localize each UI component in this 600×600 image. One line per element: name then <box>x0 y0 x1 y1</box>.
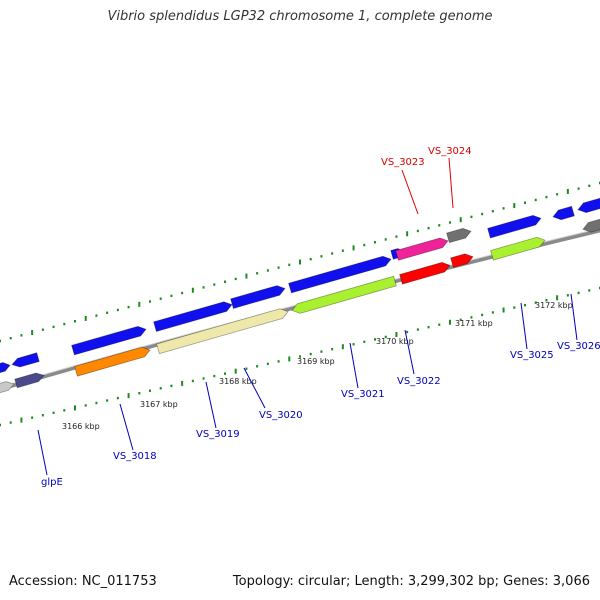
gene-arrow-2 <box>11 352 40 368</box>
gene-arrow-18-shape <box>490 236 546 261</box>
gene-arrow-5-shape <box>71 325 147 356</box>
leader-line-vs_3020 <box>243 367 266 409</box>
gene-arrow-7-shape <box>153 301 233 332</box>
gene-arrow-13 <box>395 237 449 261</box>
tick-label-5: 3171 kbp <box>455 319 493 328</box>
gene-arrow-9 <box>230 285 286 309</box>
gene-arrow-15 <box>399 261 451 285</box>
tick-label-6: 3172 kbp <box>535 301 573 310</box>
gene-arrow-1-shape <box>0 362 11 375</box>
tick-label-1: 3167 kbp <box>140 400 178 409</box>
gene-arrow-14 <box>446 227 472 244</box>
gene-arrow-21 <box>582 217 600 233</box>
gene-arrow-6 <box>74 346 151 377</box>
gene-arrow-17-shape <box>487 214 542 239</box>
gene-arrow-12 <box>291 275 397 314</box>
gene-arrow-14-shape <box>446 227 472 244</box>
tick-label-3: 3169 kbp <box>297 357 335 366</box>
gene-arrow-4-shape <box>14 372 45 389</box>
gene-arrow-8-shape <box>156 308 289 355</box>
gene-arrow-13-shape <box>395 237 449 261</box>
leader-line-vs_3022 <box>404 329 415 375</box>
tick-label-0: 3166 kbp <box>62 422 100 431</box>
gene-label-glpe: glpE <box>41 477 63 488</box>
genome-summary: Topology: circular; Length: 3,299,302 bp… <box>232 574 590 589</box>
leader-line-vs_3023 <box>401 169 419 215</box>
gene-arrow-17 <box>487 214 542 239</box>
gene-arrow-18 <box>490 236 546 261</box>
gene-label-vs_3025: VS_3025 <box>510 350 554 361</box>
gene-arrow-16 <box>450 253 474 269</box>
map-title: Vibrio splendidus LGP32 chromosome 1, co… <box>107 9 493 24</box>
gene-arrow-8 <box>156 308 289 355</box>
gene-arrow-3-shape <box>0 381 15 395</box>
gene-label-vs_3023: VS_3023 <box>381 157 425 168</box>
gene-arrow-20 <box>577 196 600 213</box>
gene-arrow-10 <box>288 255 392 294</box>
leader-line-vs_3026 <box>570 293 578 341</box>
tick-label-4: 3170 kbp <box>376 337 414 346</box>
gene-arrow-19 <box>552 205 575 221</box>
gene-label-vs_3021: VS_3021 <box>341 389 385 400</box>
gene-arrow-7 <box>153 301 233 332</box>
leader-line-vs_3025 <box>520 302 528 350</box>
gene-label-vs_3024: VS_3024 <box>428 146 472 157</box>
gene-arrow-12-shape <box>291 275 397 314</box>
gene-arrow-19-shape <box>552 205 575 221</box>
gene-arrow-3 <box>0 381 15 395</box>
gene-arrow-21-shape <box>582 217 600 233</box>
gene-arrow-2-shape <box>11 352 40 368</box>
gene-label-vs_3020: VS_3020 <box>259 410 303 421</box>
leader-line-glpe <box>37 429 48 476</box>
gene-label-vs_3026: VS_3026 <box>557 341 600 352</box>
gene-label-vs_3022: VS_3022 <box>397 376 441 387</box>
gene-label-vs_3018: VS_3018 <box>113 451 157 462</box>
leader-line-vs_3018 <box>119 403 134 451</box>
leader-line-vs_3021 <box>349 342 359 389</box>
gene-arrow-4 <box>14 372 45 389</box>
leader-line-vs_3024 <box>448 157 454 209</box>
tick-label-2: 3168 kbp <box>219 377 257 386</box>
gene-arrow-10-shape <box>288 255 392 294</box>
gene-arrow-20-shape <box>577 196 600 213</box>
gene-arrow-1 <box>0 362 11 375</box>
leader-line-vs_3019 <box>205 381 217 429</box>
gene-arrow-16-shape <box>450 253 474 269</box>
gene-arrow-5 <box>71 325 147 356</box>
gene-arrow-6-shape <box>74 346 151 377</box>
gene-arrow-9-shape <box>230 285 286 309</box>
gene-arrow-15-shape <box>399 261 451 285</box>
accession-text: Accession: NC_011753 <box>9 574 157 589</box>
gene-label-vs_3019: VS_3019 <box>196 429 240 440</box>
